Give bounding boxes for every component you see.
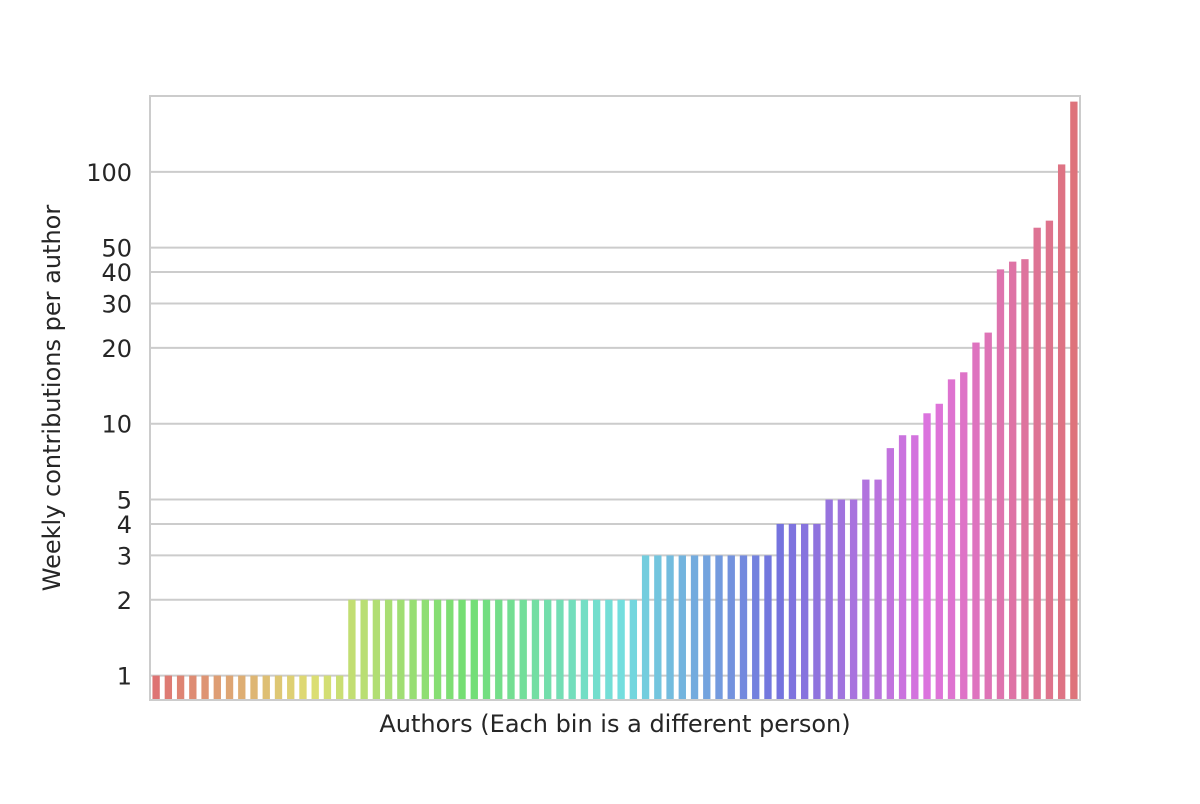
bar (996, 269, 1005, 700)
bar (433, 599, 442, 700)
bar (764, 555, 772, 700)
x-axis-label: Authors (Each bin is a different person) (379, 710, 850, 738)
bar (372, 599, 381, 700)
bar (238, 675, 246, 700)
gridlines (150, 170, 1080, 677)
bar (580, 599, 589, 700)
bar (556, 599, 564, 700)
y-tick-label: 5 (117, 487, 132, 515)
bar (898, 435, 907, 700)
bar (531, 599, 540, 700)
bar (348, 599, 356, 700)
bar (323, 675, 332, 700)
bar (605, 599, 613, 700)
bar (935, 403, 943, 700)
bar (617, 599, 625, 700)
bar (715, 555, 723, 700)
bar (482, 599, 491, 700)
bar (629, 599, 638, 700)
bar (409, 599, 417, 700)
bar (225, 675, 234, 700)
bar (752, 555, 760, 700)
bar (678, 555, 686, 700)
bar (947, 379, 956, 700)
bar (311, 675, 319, 700)
bar (1070, 101, 1078, 701)
bar (837, 499, 846, 700)
bar (384, 599, 393, 700)
bar (397, 599, 405, 700)
bar (336, 675, 344, 700)
bar (972, 342, 980, 700)
bar (984, 332, 992, 700)
bar (458, 599, 466, 700)
bar (446, 599, 454, 700)
y-tick-label: 50 (101, 235, 132, 263)
bar (213, 675, 221, 700)
y-tick-label: 100 (86, 159, 132, 187)
bar (703, 555, 711, 700)
y-tick-label: 3 (117, 542, 132, 570)
bar (776, 523, 784, 700)
bar (690, 555, 699, 700)
bar (1033, 227, 1041, 700)
bar (666, 555, 674, 700)
bar (1057, 164, 1066, 700)
bar (654, 555, 662, 700)
bar (727, 555, 735, 700)
bar (1021, 259, 1029, 700)
bar (1009, 261, 1017, 700)
bar (495, 599, 503, 700)
bar (299, 675, 307, 700)
y-tick-label: 4 (117, 511, 132, 539)
bar (470, 599, 478, 700)
bar (923, 413, 931, 700)
y-tick-label: 30 (101, 291, 132, 319)
bar (287, 675, 295, 700)
y-tick-label: 20 (101, 335, 132, 363)
y-axis-label: Weekly contributions per author (38, 205, 66, 592)
bar (189, 675, 197, 700)
bar (862, 479, 870, 700)
y-tick-label: 2 (117, 587, 132, 615)
bar (1045, 220, 1054, 701)
bar (360, 599, 368, 700)
y-tick-label: 40 (101, 259, 132, 287)
bar (176, 675, 185, 700)
bar (960, 372, 968, 700)
bar (519, 599, 527, 700)
bar (801, 523, 809, 700)
bar (274, 675, 283, 700)
y-tick-label: 10 (101, 411, 132, 439)
bar (592, 599, 601, 700)
bar (886, 448, 894, 700)
bars (152, 101, 1078, 701)
bar (250, 675, 258, 700)
bar (911, 435, 919, 700)
bar (874, 479, 882, 700)
bar (262, 675, 270, 700)
bar (164, 675, 173, 700)
bar (201, 675, 209, 700)
plot-frame (149, 95, 1081, 701)
bar (849, 499, 858, 700)
bar (507, 599, 515, 700)
bar (421, 599, 429, 700)
bar (641, 555, 650, 700)
bar (739, 555, 748, 700)
bar (813, 523, 821, 700)
bar (152, 675, 160, 700)
bar (825, 499, 833, 700)
bar (544, 599, 552, 700)
bar (788, 523, 797, 700)
bar (568, 599, 576, 700)
y-tick-label: 1 (117, 663, 132, 691)
